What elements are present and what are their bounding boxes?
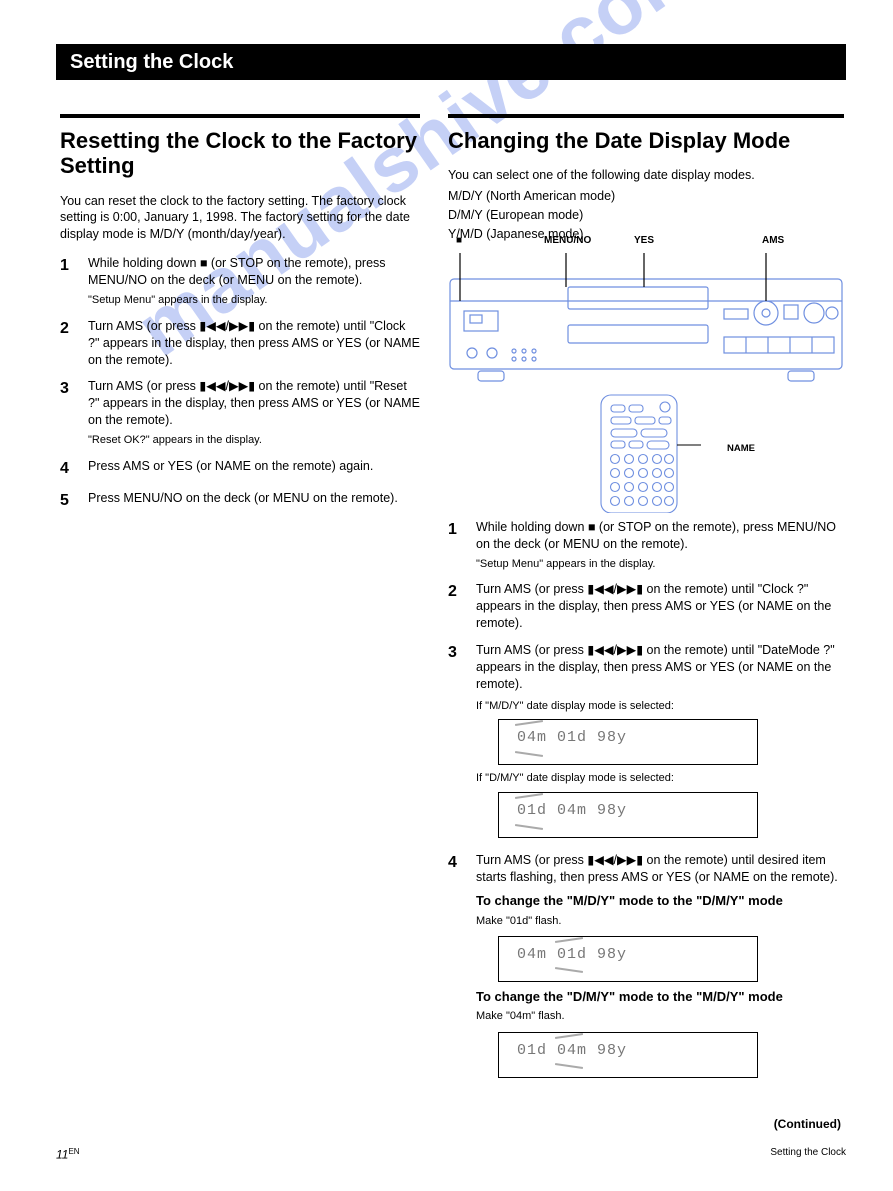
- page-number-suffix: EN: [68, 1147, 79, 1156]
- lcd-caption: If "D/M/Y" date display mode is selected…: [476, 771, 844, 786]
- section-rule: [448, 114, 844, 118]
- step-note: "Setup Menu" appears in the display.: [88, 293, 420, 308]
- lcd-text: 01d 04m 98y: [517, 801, 627, 821]
- lcd-display: 01d 04m 98y: [498, 1032, 758, 1078]
- lcd-display: 04m 01d 98y: [498, 936, 758, 982]
- label-stop: ■: [456, 235, 462, 246]
- mode-item: D/M/Y (European mode): [448, 207, 844, 224]
- header-bar: Setting the Clock: [56, 44, 846, 80]
- lcd-display: 04m 01d 98y: [498, 719, 758, 765]
- step-number: 2: [60, 318, 78, 369]
- device-svg: [448, 253, 844, 385]
- right-column: Changing the Date Display Mode You can s…: [448, 114, 844, 1092]
- lcd-caption: If "M/D/Y" date display mode is selected…: [476, 699, 844, 714]
- txt-frag: Press AMS or YES (or NAME on the remote)…: [88, 459, 373, 473]
- step: 3 Turn AMS (or press ▮◀◀/▶▶▮ on the remo…: [448, 642, 844, 842]
- step-text: Turn AMS (or press ▮◀◀/▶▶▮ on the remote…: [88, 318, 420, 369]
- step-note: "Setup Menu" appears in the display.: [476, 557, 844, 572]
- prev-icon: ▮◀◀: [587, 582, 613, 596]
- step-number: 4: [60, 458, 78, 480]
- next-icon: ▶▶▮: [617, 643, 643, 657]
- label-menu: MENU/NO: [544, 235, 591, 246]
- step: 2 Turn AMS (or press ▮◀◀/▶▶▮ on the remo…: [60, 318, 420, 369]
- step-number: 3: [60, 378, 78, 447]
- label-ams: AMS: [762, 235, 784, 246]
- prev-icon: ▮◀◀: [587, 643, 613, 657]
- device-diagram: ■ MENU/NO YES AMS: [448, 253, 844, 385]
- step: 2 Turn AMS (or press ▮◀◀/▶▶▮ on the remo…: [448, 581, 844, 632]
- footer-section: Setting the Clock: [770, 1147, 846, 1161]
- step-note: "Reset OK?" appears in the display.: [88, 433, 420, 448]
- txt-frag: Press MENU/NO on the deck (or MENU on th…: [88, 491, 398, 505]
- prev-icon: ▮◀◀: [199, 319, 225, 333]
- step: 4 Press AMS or YES (or NAME on the remot…: [60, 458, 420, 480]
- step: 4 Turn AMS (or press ▮◀◀/▶▶▮ on the remo…: [448, 852, 844, 1081]
- remote-svg: [581, 393, 711, 513]
- step-text: Turn AMS (or press ▮◀◀/▶▶▮ on the remote…: [476, 581, 844, 632]
- sub-line: Make "01d" flash.: [476, 914, 844, 928]
- step: 5 Press MENU/NO on the deck (or MENU on …: [60, 490, 420, 512]
- label-yes: YES: [634, 235, 654, 246]
- txt-frag: Turn AMS (or press: [476, 853, 587, 867]
- lcd-text: 01d 04m 98y: [517, 1041, 627, 1061]
- step-text: While holding down ■ (or STOP on the rem…: [476, 519, 844, 572]
- continued-label: (Continued): [774, 1117, 841, 1131]
- right-intro: You can select one of the following date…: [448, 167, 844, 184]
- txt-frag: Turn AMS (or press: [476, 582, 587, 596]
- next-icon: ▶▶▮: [229, 319, 255, 333]
- step-text: Turn AMS (or press ▮◀◀/▶▶▮ on the remote…: [88, 378, 420, 447]
- prev-icon: ▮◀◀: [199, 379, 225, 393]
- lcd-text: 04m 01d 98y: [517, 945, 627, 965]
- section-title-right: Changing the Date Display Mode: [448, 128, 844, 153]
- step-number: 5: [60, 490, 78, 512]
- txt-frag: While holding down: [476, 520, 588, 534]
- lcd-flash-segment: 04m: [557, 1041, 587, 1061]
- page-footer: 11EN Setting the Clock: [56, 1147, 846, 1161]
- mode-item: M/D/Y (North American mode): [448, 188, 844, 205]
- step-text: Turn AMS (or press ▮◀◀/▶▶▮ on the remote…: [476, 642, 844, 842]
- txt-frag: Turn AMS (or press: [88, 379, 199, 393]
- left-intro: You can reset the clock to the factory s…: [60, 193, 420, 244]
- step-number: 2: [448, 581, 466, 632]
- step-number: 1: [448, 519, 466, 572]
- step: 1 While holding down ■ (or STOP on the r…: [60, 255, 420, 308]
- lcd-flash-segment: 01d: [557, 945, 587, 965]
- step-number: 3: [448, 642, 466, 842]
- lcd-display: 01d 04m 98y: [498, 792, 758, 838]
- next-icon: ▶▶▮: [617, 582, 643, 596]
- header-title: Setting the Clock: [70, 51, 233, 74]
- left-column: Resetting the Clock to the Factory Setti…: [60, 114, 420, 521]
- label-name: NAME: [727, 443, 755, 454]
- page-number: 11: [56, 1147, 68, 1161]
- lcd-flash-segment: 01d: [517, 801, 547, 821]
- footer-page-number: 11EN: [56, 1147, 80, 1161]
- section-rule: [60, 114, 420, 118]
- lcd-text: 04m 01d 98y: [517, 728, 627, 748]
- step-text: While holding down ■ (or STOP on the rem…: [88, 255, 420, 308]
- sub-heading: To change the "D/M/Y" mode to the "M/D/Y…: [476, 988, 844, 1006]
- next-icon: ▶▶▮: [229, 379, 255, 393]
- step: 1 While holding down ■ (or STOP on the r…: [448, 519, 844, 572]
- txt-frag: Turn AMS (or press: [88, 319, 199, 333]
- txt-frag: While holding down: [88, 256, 200, 270]
- txt-frag: Turn AMS (or press: [476, 643, 587, 657]
- step: 3 Turn AMS (or press ▮◀◀/▶▶▮ on the remo…: [60, 378, 420, 447]
- lcd-flash-segment: 04m: [517, 728, 547, 748]
- step-text: Press MENU/NO on the deck (or MENU on th…: [88, 490, 420, 512]
- step-number: 1: [60, 255, 78, 308]
- step-number: 4: [448, 852, 466, 1081]
- step-text: Press AMS or YES (or NAME on the remote)…: [88, 458, 420, 480]
- remote-diagram: NAME: [581, 393, 711, 513]
- page: manualshive.com Setting the Clock Resett…: [0, 0, 893, 1191]
- prev-icon: ▮◀◀: [587, 853, 613, 867]
- next-icon: ▶▶▮: [617, 853, 643, 867]
- step-text: Turn AMS (or press ▮◀◀/▶▶▮ on the remote…: [476, 852, 844, 1081]
- section-title-left: Resetting the Clock to the Factory Setti…: [60, 128, 420, 179]
- sub-line: Make "04m" flash.: [476, 1009, 844, 1023]
- sub-heading: To change the "M/D/Y" mode to the "D/M/Y…: [476, 892, 844, 910]
